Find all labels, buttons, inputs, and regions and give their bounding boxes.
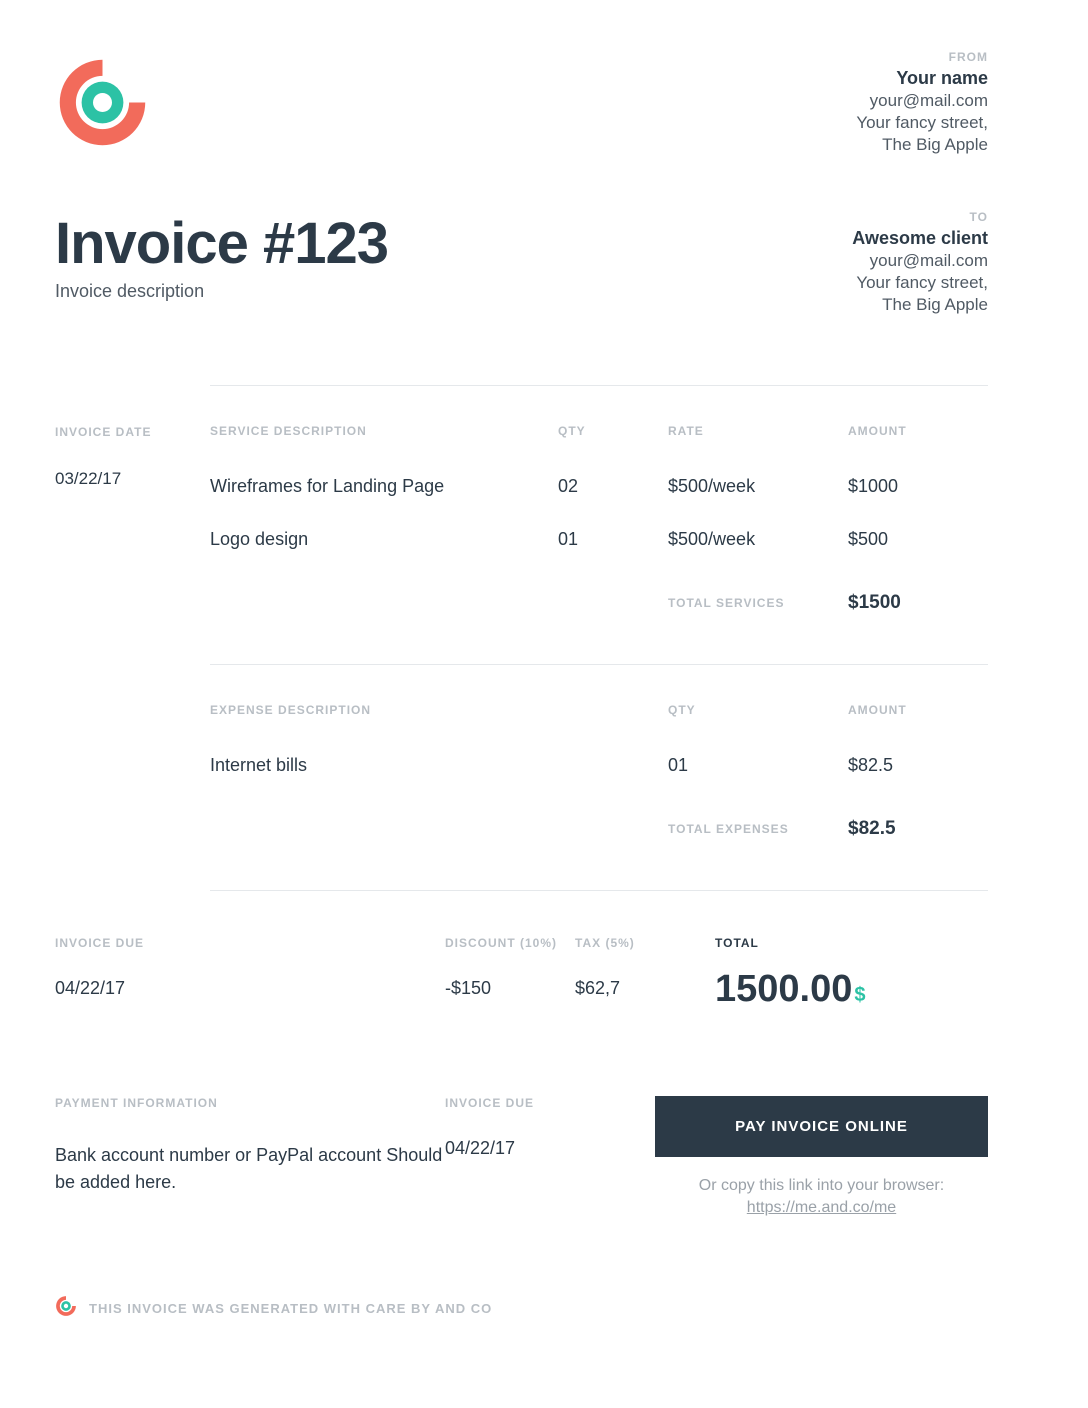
expenses-table: EXPENSE DESCRIPTION QTY AMOUNT Internet …: [210, 665, 988, 891]
copy-link-text: Or copy this link into your browser: htt…: [655, 1175, 988, 1220]
logo-icon: [55, 50, 150, 155]
pay-invoice-button[interactable]: PAY INVOICE ONLINE: [655, 1096, 988, 1157]
col-expense-qty: QTY: [668, 703, 848, 717]
service-qty: 01: [558, 529, 668, 550]
expense-qty: 01: [668, 755, 848, 776]
tax-label: TAX (5%): [575, 936, 715, 950]
payment-info-text: Bank account number or PayPal account Sh…: [55, 1142, 445, 1196]
payment-row: PAYMENT INFORMATION Bank account number …: [55, 1096, 988, 1220]
footer: THIS INVOICE WAS GENERATED WITH CARE BY …: [55, 1295, 988, 1322]
services-total: $1500: [848, 592, 988, 614]
expenses-total: $82.5: [848, 818, 988, 840]
expenses-header: EXPENSE DESCRIPTION QTY AMOUNT: [210, 703, 988, 717]
discount-label: DISCOUNT (10%): [445, 936, 575, 950]
invoice-description: Invoice description: [55, 281, 388, 302]
main-grid: INVOICE DATE 03/22/17 SERVICE DESCRIPTIO…: [55, 385, 988, 891]
from-email: your@mail.com: [856, 91, 988, 111]
service-row: Wireframes for Landing Page 02 $500/week…: [210, 476, 988, 497]
col-expense-desc: EXPENSE DESCRIPTION: [210, 703, 668, 717]
expenses-total-label: TOTAL EXPENSES: [668, 822, 848, 836]
header: FROM Your name your@mail.com Your fancy …: [55, 50, 988, 155]
expense-amount: $82.5: [848, 755, 988, 776]
from-city: The Big Apple: [856, 135, 988, 155]
payment-due-label: INVOICE DUE: [445, 1096, 655, 1110]
col-qty: QTY: [558, 424, 668, 438]
invoice-due-block: INVOICE DUE 04/22/17: [55, 936, 445, 1011]
to-city: The Big Apple: [852, 295, 988, 315]
invoice-date-block: INVOICE DATE 03/22/17: [55, 385, 210, 891]
services-total-label: TOTAL SERVICES: [668, 596, 848, 610]
service-rate: $500/week: [668, 476, 848, 497]
service-amount: $500: [848, 529, 988, 550]
services-total-row: TOTAL SERVICES $1500: [210, 592, 988, 614]
invoice-date-label: INVOICE DATE: [55, 425, 210, 439]
payment-due-block: INVOICE DUE 04/22/17: [445, 1096, 655, 1159]
service-rate: $500/week: [668, 529, 848, 550]
from-name: Your name: [856, 68, 988, 89]
expense-desc: Internet bills: [210, 755, 668, 776]
service-qty: 02: [558, 476, 668, 497]
summary-row: INVOICE DUE 04/22/17 DISCOUNT (10%) -$15…: [55, 936, 988, 1011]
discount-block: DISCOUNT (10%) -$150: [445, 936, 575, 1011]
from-label: FROM: [856, 50, 988, 64]
tables-column: SERVICE DESCRIPTION QTY RATE AMOUNT Wire…: [210, 385, 988, 891]
total-block: TOTAL 1500.00 $: [715, 936, 988, 1011]
from-block: FROM Your name your@mail.com Your fancy …: [856, 50, 988, 155]
payment-info-block: PAYMENT INFORMATION Bank account number …: [55, 1096, 445, 1196]
tax-value: $62,7: [575, 978, 715, 999]
tax-block: TAX (5%) $62,7: [575, 936, 715, 1011]
invoice-due-label: INVOICE DUE: [55, 936, 445, 950]
col-amount: AMOUNT: [848, 424, 988, 438]
from-street: Your fancy street,: [856, 113, 988, 133]
to-block: TO Awesome client your@mail.com Your fan…: [852, 210, 988, 315]
discount-value: -$150: [445, 978, 575, 999]
expenses-total-row: TOTAL EXPENSES $82.5: [210, 818, 988, 840]
services-header: SERVICE DESCRIPTION QTY RATE AMOUNT: [210, 424, 988, 438]
to-label: TO: [852, 210, 988, 224]
footer-text: THIS INVOICE WAS GENERATED WITH CARE BY …: [89, 1301, 492, 1316]
currency-symbol: $: [854, 984, 865, 1007]
col-service-desc: SERVICE DESCRIPTION: [210, 424, 558, 438]
service-amount: $1000: [848, 476, 988, 497]
grand-total-value: 1500.00: [715, 968, 852, 1011]
col-rate: RATE: [668, 424, 848, 438]
title-row: Invoice #123 Invoice description TO Awes…: [55, 210, 988, 315]
col-expense-amount: AMOUNT: [848, 703, 988, 717]
invoice-due: 04/22/17: [55, 978, 445, 999]
payment-due: 04/22/17: [445, 1138, 655, 1159]
copy-link[interactable]: https://me.and.co/me: [747, 1199, 896, 1216]
to-street: Your fancy street,: [852, 273, 988, 293]
expense-row: Internet bills 01 $82.5: [210, 755, 988, 776]
payment-info-label: PAYMENT INFORMATION: [55, 1096, 445, 1110]
service-desc: Wireframes for Landing Page: [210, 476, 558, 497]
invoice-title: Invoice #123: [55, 210, 388, 277]
title-block: Invoice #123 Invoice description: [55, 210, 388, 302]
grand-total: 1500.00 $: [715, 968, 988, 1011]
to-email: your@mail.com: [852, 251, 988, 271]
payment-action-block: PAY INVOICE ONLINE Or copy this link int…: [655, 1096, 988, 1220]
invoice-date: 03/22/17: [55, 469, 210, 489]
copy-link-prefix: Or copy this link into your browser:: [699, 1177, 944, 1194]
footer-logo-icon: [55, 1295, 77, 1322]
service-row: Logo design 01 $500/week $500: [210, 529, 988, 550]
total-label: TOTAL: [715, 936, 988, 950]
services-table: SERVICE DESCRIPTION QTY RATE AMOUNT Wire…: [210, 386, 988, 665]
service-desc: Logo design: [210, 529, 558, 550]
to-name: Awesome client: [852, 228, 988, 249]
